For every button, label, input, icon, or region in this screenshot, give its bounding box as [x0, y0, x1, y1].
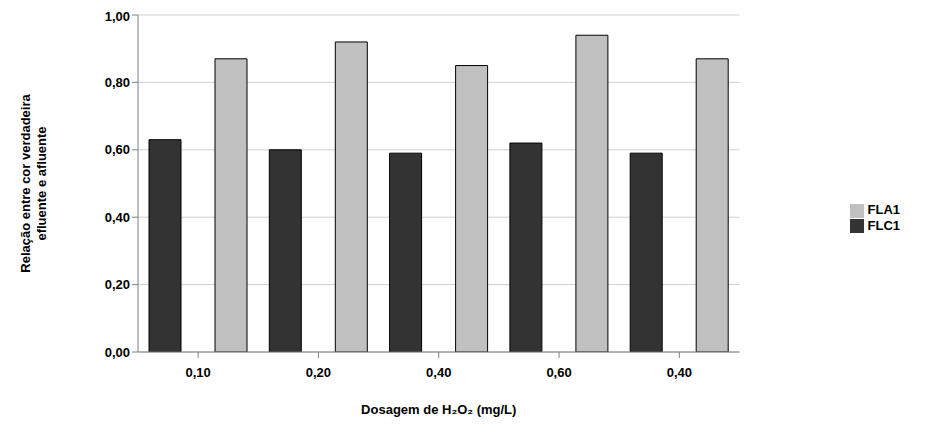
- svg-text:0,60: 0,60: [546, 365, 571, 380]
- html-text:FLA1: FLA1: [867, 201, 900, 217]
- svg-text:0,00: 0,00: [105, 345, 130, 360]
- svg-text:0,40: 0,40: [667, 365, 692, 380]
- svg-text:0,80: 0,80: [105, 75, 130, 90]
- svg-text:1,00: 1,00: [105, 9, 130, 24]
- html-text:FLC1: FLC1: [867, 217, 900, 233]
- svg-text:0,20: 0,20: [306, 365, 331, 380]
- svg-text:0,40: 0,40: [105, 210, 130, 225]
- svg-text:Dosagem de H₂O₂ (mg/L): Dosagem de H₂O₂ (mg/L): [361, 402, 516, 417]
- svg-text:0,60: 0,60: [105, 142, 130, 157]
- svg-text:0,10: 0,10: [185, 365, 210, 380]
- svg-text:0,20: 0,20: [105, 277, 130, 292]
- svg-text:Relação entre cor verdadeiraef: Relação entre cor verdadeiraefluente e a…: [18, 93, 49, 272]
- svg-text:0,40: 0,40: [426, 365, 451, 380]
